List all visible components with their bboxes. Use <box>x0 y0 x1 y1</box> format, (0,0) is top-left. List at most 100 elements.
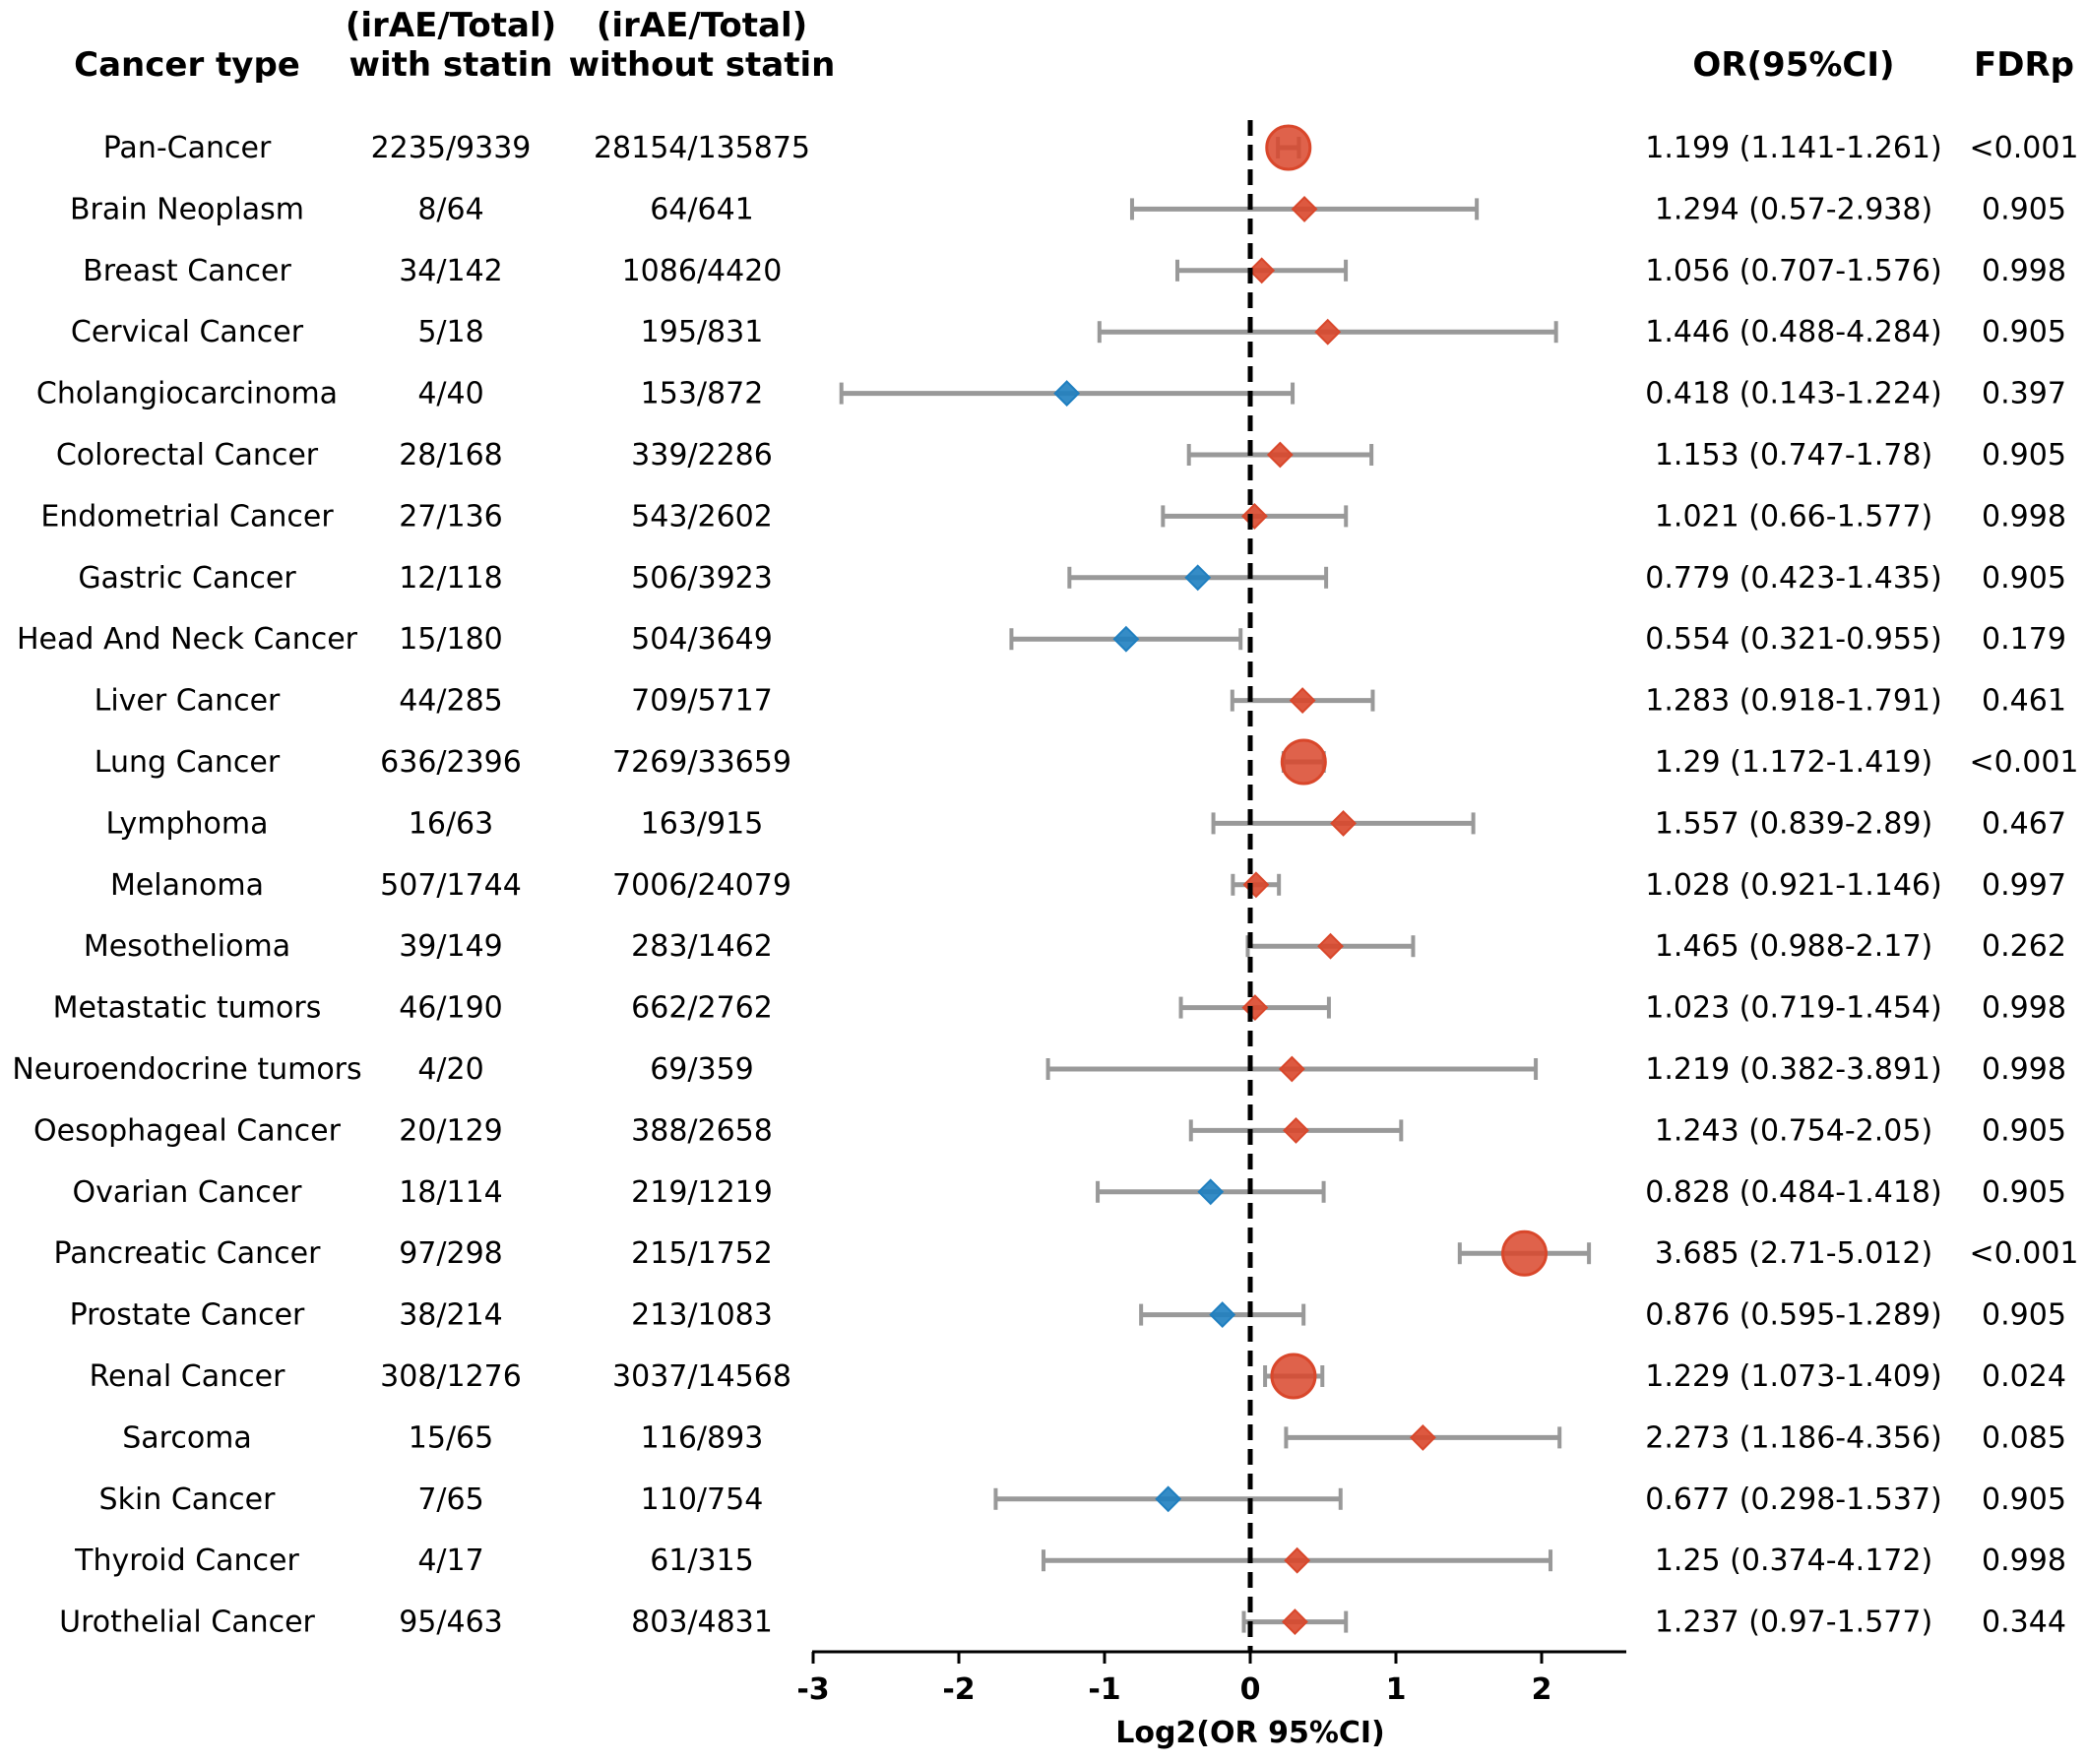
table-row: Metastatic tumors 46/190 662/2762 1.023 (0.… <box>53 991 2066 1026</box>
or-point-diamond <box>1241 994 1269 1022</box>
with-statin-value: 20/129 <box>399 1113 503 1148</box>
without-statin-value: 116/893 <box>641 1420 764 1455</box>
forest-row-marks <box>1139 1301 1306 1329</box>
forest-row-marks <box>1188 1116 1404 1144</box>
or-point-diamond <box>1053 380 1081 408</box>
without-statin-value: 215/1752 <box>631 1236 773 1271</box>
fdrp-value: 0.998 <box>1982 254 2066 288</box>
with-statin-value: 97/298 <box>399 1236 503 1271</box>
or-ci-value: 0.418 (0.143-1.224) <box>1645 377 1941 411</box>
header-or-ci: OR(95%CI) <box>1692 45 1894 85</box>
without-statin-value: 64/641 <box>650 192 754 226</box>
table-rows: Pan-Cancer 2235/9339 28154/135875 1.199 (1.… <box>12 131 2078 1640</box>
table-row: Liver Cancer 44/285 709/5717 1.283 (0.918-1… <box>95 684 2066 719</box>
without-statin-value: 28154/135875 <box>594 131 810 165</box>
or-ci-value: 1.29 (1.172-1.419) <box>1655 745 1932 780</box>
without-statin-value: 339/2286 <box>631 438 773 472</box>
cancer-type-label: Oesophageal Cancer <box>33 1113 342 1148</box>
cancer-type-label: Brain Neoplasm <box>70 192 304 226</box>
fdrp-value: 0.905 <box>1982 315 2066 349</box>
forest-row-marks <box>1009 625 1243 653</box>
cancer-type-label: Colorectal Cancer <box>56 438 319 472</box>
or-point-diamond <box>1330 809 1357 837</box>
without-statin-value: 504/3649 <box>631 622 773 657</box>
table-row: Thyroid Cancer 4/17 61/315 1.25 (0.374-4.17… <box>74 1544 2066 1578</box>
or-point-diamond <box>1197 1178 1225 1206</box>
forest-row-marks <box>1186 441 1374 469</box>
without-statin-value: 7269/33659 <box>612 745 791 780</box>
table-row: Cervical Cancer 5/18 195/831 1.446 (0.488-4… <box>71 315 2066 349</box>
cancer-type-label: Renal Cancer <box>90 1359 286 1394</box>
table-row: Oesophageal Cancer 20/129 388/2658 1.243 (0… <box>33 1113 2066 1148</box>
cancer-type-label: Sarcoma <box>122 1420 252 1455</box>
with-statin-value: 8/64 <box>417 192 483 226</box>
table-row: Gastric Cancer 12/118 506/3923 0.779 (0.423… <box>78 561 2066 596</box>
fdrp-value: 0.344 <box>1982 1606 2066 1640</box>
or-ci-value: 1.023 (0.719-1.454) <box>1645 991 1941 1026</box>
table-row: Neuroendocrine tumors 4/20 69/359 1.219 (0.… <box>12 1052 2066 1087</box>
header-fdrp: FDRp <box>1974 45 2074 85</box>
or-ci-value: 1.557 (0.839-2.89) <box>1655 806 1932 841</box>
forest-row-marks <box>1231 871 1282 899</box>
with-statin-value: 39/149 <box>399 929 503 964</box>
forest-row-marks <box>1041 1546 1553 1574</box>
without-statin-value: 662/2762 <box>631 991 773 1026</box>
fdrp-value: 0.998 <box>1982 1544 2066 1578</box>
x-tick-label: -1 <box>1088 1672 1120 1707</box>
without-statin-value: 7006/24079 <box>612 868 791 903</box>
with-statin-value: 44/285 <box>399 684 503 719</box>
table-row: Prostate Cancer 38/214 213/1083 0.876 (0.59… <box>70 1298 2066 1333</box>
x-axis-label: Log2(OR 95%CI) <box>1115 1716 1385 1750</box>
without-statin-value: 543/2602 <box>631 499 773 534</box>
cancer-type-label: Prostate Cancer <box>70 1298 305 1333</box>
table-row: Melanoma 507/1744 7006/24079 1.028 (0.921-1… <box>110 868 2066 903</box>
or-ci-value: 1.465 (0.988-2.17) <box>1655 929 1932 964</box>
with-statin-value: 16/63 <box>409 806 493 841</box>
fdrp-value: 0.905 <box>1982 1113 2066 1148</box>
without-statin-value: 195/831 <box>641 315 764 349</box>
or-point-diamond <box>1155 1485 1182 1513</box>
or-point-circle <box>1265 124 1312 171</box>
cancer-type-label: Pan-Cancer <box>103 131 272 165</box>
without-statin-value: 213/1083 <box>631 1298 773 1333</box>
table-row: Breast Cancer 34/142 1086/4420 1.056 (0.707… <box>83 254 2066 288</box>
fdrp-value: 0.997 <box>1982 868 2066 903</box>
table-row: Endometrial Cancer 27/136 543/2602 1.021 (0… <box>40 499 2066 534</box>
header-with-statin-line2: with statin <box>349 45 553 85</box>
fdrp-value: 0.905 <box>1982 561 2066 596</box>
x-axis: -3 -2 -1 0 1 2 Log2(OR 95%CI) <box>796 1650 1626 1750</box>
or-ci-value: 0.677 (0.298-1.537) <box>1645 1482 1941 1517</box>
table-row: Lung Cancer 636/2396 7269/33659 1.29 (1.172… <box>95 745 2079 780</box>
fdrp-value: 0.024 <box>1982 1359 2066 1394</box>
fdrp-value: 0.905 <box>1982 1482 2066 1517</box>
cancer-type-label: Cholangiocarcinoma <box>36 377 338 411</box>
with-statin-value: 15/65 <box>409 1420 493 1455</box>
table-row: Urothelial Cancer 95/463 803/4831 1.237 (0.… <box>59 1606 2066 1640</box>
with-statin-value: 4/17 <box>417 1544 483 1578</box>
with-statin-value: 27/136 <box>399 499 503 534</box>
without-statin-value: 388/2658 <box>631 1113 773 1148</box>
or-ci-value: 1.283 (0.918-1.791) <box>1645 684 1941 719</box>
with-statin-value: 2235/9339 <box>371 131 532 165</box>
cancer-type-label: Liver Cancer <box>95 684 281 719</box>
cancer-type-label: Mesothelioma <box>84 929 290 964</box>
with-statin-value: 18/114 <box>399 1175 503 1210</box>
with-statin-value: 15/180 <box>399 622 503 657</box>
fdrp-value: 0.998 <box>1982 991 2066 1026</box>
with-statin-value: 12/118 <box>399 561 503 596</box>
or-point-diamond <box>1409 1423 1436 1451</box>
forest-row-marks <box>1178 994 1331 1022</box>
cancer-type-label: Breast Cancer <box>83 254 291 288</box>
with-statin-value: 636/2396 <box>380 745 522 780</box>
cancer-type-label: Ovarian Cancer <box>73 1175 303 1210</box>
or-point-diamond <box>1209 1301 1236 1329</box>
column-headers: Cancer type (irAE/Total) with statin (ir… <box>74 6 2074 85</box>
or-point-diamond <box>1291 195 1318 222</box>
table-row: Mesothelioma 39/149 283/1462 1.465 (0.988-2… <box>84 929 2066 964</box>
without-statin-value: 3037/14568 <box>612 1359 791 1394</box>
with-statin-value: 4/20 <box>417 1052 483 1087</box>
x-tick-label: 2 <box>1532 1672 1552 1707</box>
or-ci-value: 3.685 (2.71-5.012) <box>1655 1236 1932 1271</box>
or-point-diamond <box>1314 318 1342 346</box>
